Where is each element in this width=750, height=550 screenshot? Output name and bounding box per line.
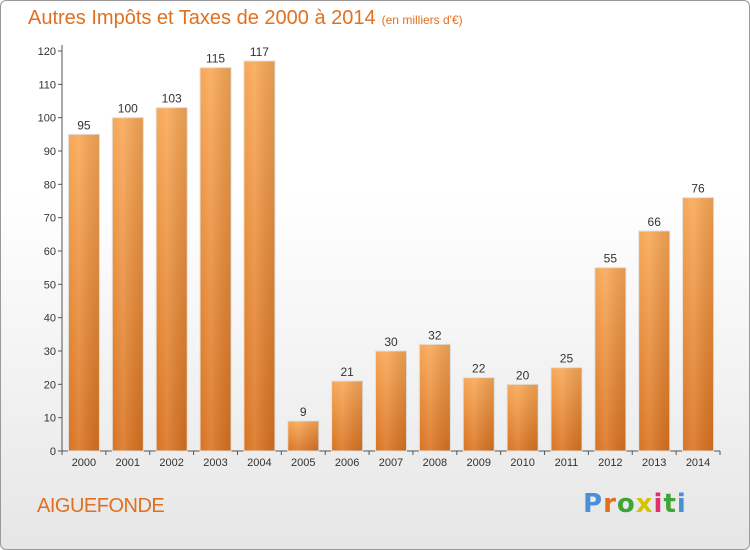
data-label-2005: 9 (300, 405, 307, 419)
y-tick-label: 80 (44, 179, 56, 191)
data-label-2002: 103 (162, 92, 182, 106)
y-tick-label: 70 (44, 213, 56, 225)
data-label-2003: 115 (206, 52, 225, 66)
bar-shade-2006 (331, 381, 363, 451)
chart-subtitle: (en milliers d'€) (381, 13, 463, 27)
chart-title: Autres Impôts et Taxes de 2000 à 2014 (en… (28, 7, 463, 30)
x-tick-label: 2004 (247, 457, 271, 469)
data-label-2008: 32 (428, 328, 442, 342)
bar-chart: 0 10 20 30 40 50 60 70 80 90 100 110 120 2000 2001 2002… (38, 45, 721, 469)
x-tick-label: 2003 (203, 457, 227, 469)
x-tick-label: 2009 (466, 457, 490, 469)
y-tick-label: 30 (44, 346, 56, 358)
commune-name: AIGUEFONDE (37, 495, 165, 517)
x-tick-label: 2007 (379, 457, 403, 469)
y-tick-label: 100 (38, 113, 56, 125)
data-label-2010: 20 (516, 368, 530, 382)
data-label-2004: 117 (250, 45, 269, 59)
logo-letter: t (663, 489, 677, 519)
bar-shade-2004 (243, 61, 275, 451)
x-tick-label: 2013 (642, 457, 666, 469)
chart-title-text: Autres Impôts et Taxes de 2000 à 2014 (28, 7, 376, 29)
x-tick-label: 2005 (291, 457, 315, 469)
bar-shade-2007 (375, 351, 407, 451)
x-tick-label: 2012 (598, 457, 622, 469)
data-label-2014: 76 (691, 182, 705, 196)
data-label-2001: 100 (118, 102, 138, 116)
logo-letter: r (603, 489, 617, 519)
data-label-2006: 21 (340, 365, 354, 379)
x-tick-label: 2014 (686, 457, 710, 469)
bar-shade-2010 (507, 384, 539, 451)
data-label-2009: 22 (472, 362, 486, 376)
x-tick-label: 2001 (116, 457, 140, 469)
bar-shade-2005 (287, 421, 319, 451)
x-tick-label: 2011 (555, 457, 579, 469)
y-tick-label: 10 (44, 413, 56, 425)
y-tick-label: 20 (44, 379, 56, 391)
bar-shade-2014 (682, 197, 714, 451)
y-tick-label: 60 (44, 246, 56, 258)
logo-letter: o (616, 489, 636, 519)
logo-letter: i (653, 489, 664, 519)
data-label-2007: 30 (384, 335, 398, 349)
bar-shade-2001 (112, 117, 144, 452)
x-tick-label: 2008 (423, 457, 447, 469)
chart-bars (67, 60, 715, 452)
bar-shade-2000 (68, 134, 100, 452)
data-label-2013: 66 (648, 215, 662, 229)
logo-letter: i (676, 489, 687, 519)
logo-letter: x (635, 489, 654, 519)
y-tick-label: 110 (38, 79, 56, 91)
bar-shade-2013 (638, 231, 670, 451)
proxiti-logo[interactable]: Proxiti (583, 489, 687, 519)
data-label-2000: 95 (77, 118, 91, 132)
x-tick-label: 2010 (510, 457, 534, 469)
x-tick-label: 2002 (159, 457, 183, 469)
data-label-2012: 55 (604, 252, 618, 266)
y-tick-label: 0 (50, 446, 56, 458)
y-tick-label: 50 (44, 279, 56, 291)
y-tick-label: 40 (44, 313, 56, 325)
logo-letter: P (583, 489, 604, 519)
y-tick-label: 90 (44, 146, 56, 158)
y-tick-label: 120 (38, 46, 56, 58)
bar-shade-2012 (594, 267, 626, 451)
x-tick-label: 2006 (335, 457, 359, 469)
bar-shade-2002 (156, 107, 188, 452)
bar-shade-2009 (463, 377, 495, 451)
bar-shade-2003 (200, 67, 232, 452)
chart-data-labels: 95 100 103 115 117 9 21 30 32 22 20 25 55 66 76 (77, 45, 705, 419)
bar-shade-2008 (419, 344, 451, 451)
x-tick-label: 2000 (72, 457, 96, 469)
bar-shade-2011 (550, 367, 582, 451)
data-label-2011: 25 (560, 352, 574, 366)
